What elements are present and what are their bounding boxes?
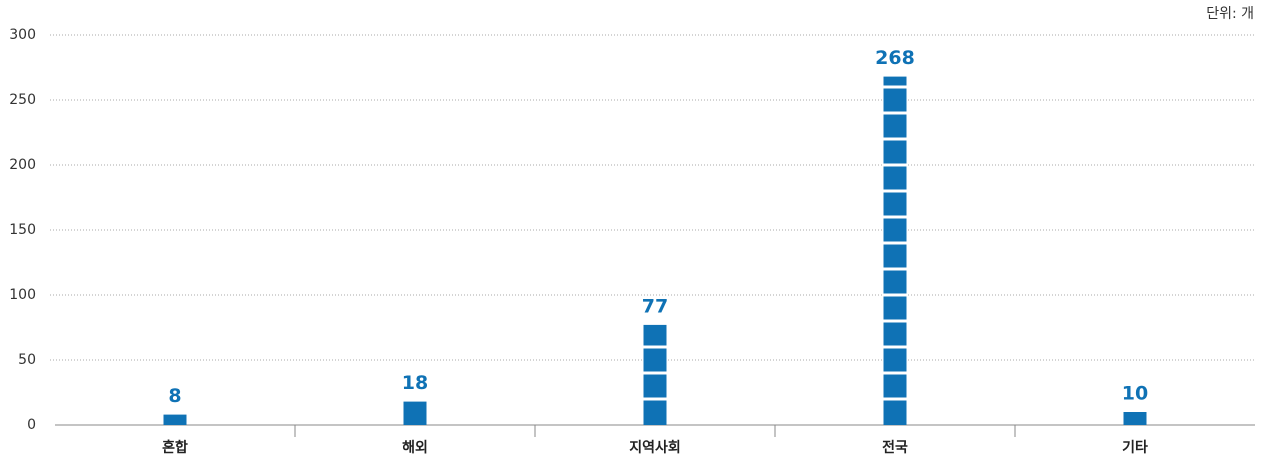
value-label: 18 <box>402 372 428 394</box>
value-label: 268 <box>875 47 915 69</box>
x-tick-label: 지역사회 <box>629 439 681 456</box>
y-tick-label: 200 <box>9 157 36 173</box>
x-tick-label: 해외 <box>402 439 428 456</box>
y-tick-label: 250 <box>9 92 36 108</box>
x-tick-label: 전국 <box>882 439 908 456</box>
bar <box>403 401 427 425</box>
bar <box>1123 412 1147 425</box>
bar <box>163 414 187 425</box>
unit-label: 단위: 개 <box>1206 6 1254 22</box>
x-tick-label: 기타 <box>1122 440 1148 456</box>
value-label: 8 <box>168 385 181 407</box>
y-tick-label: 100 <box>9 287 36 303</box>
y-tick-label: 300 <box>9 27 36 43</box>
bar <box>643 324 667 425</box>
y-tick-label: 150 <box>9 222 36 238</box>
y-tick-label: 0 <box>27 417 36 433</box>
value-label: 10 <box>1122 383 1148 405</box>
value-label: 77 <box>642 295 668 317</box>
x-tick-label: 혼합 <box>162 439 188 456</box>
y-tick-label: 50 <box>18 352 36 368</box>
